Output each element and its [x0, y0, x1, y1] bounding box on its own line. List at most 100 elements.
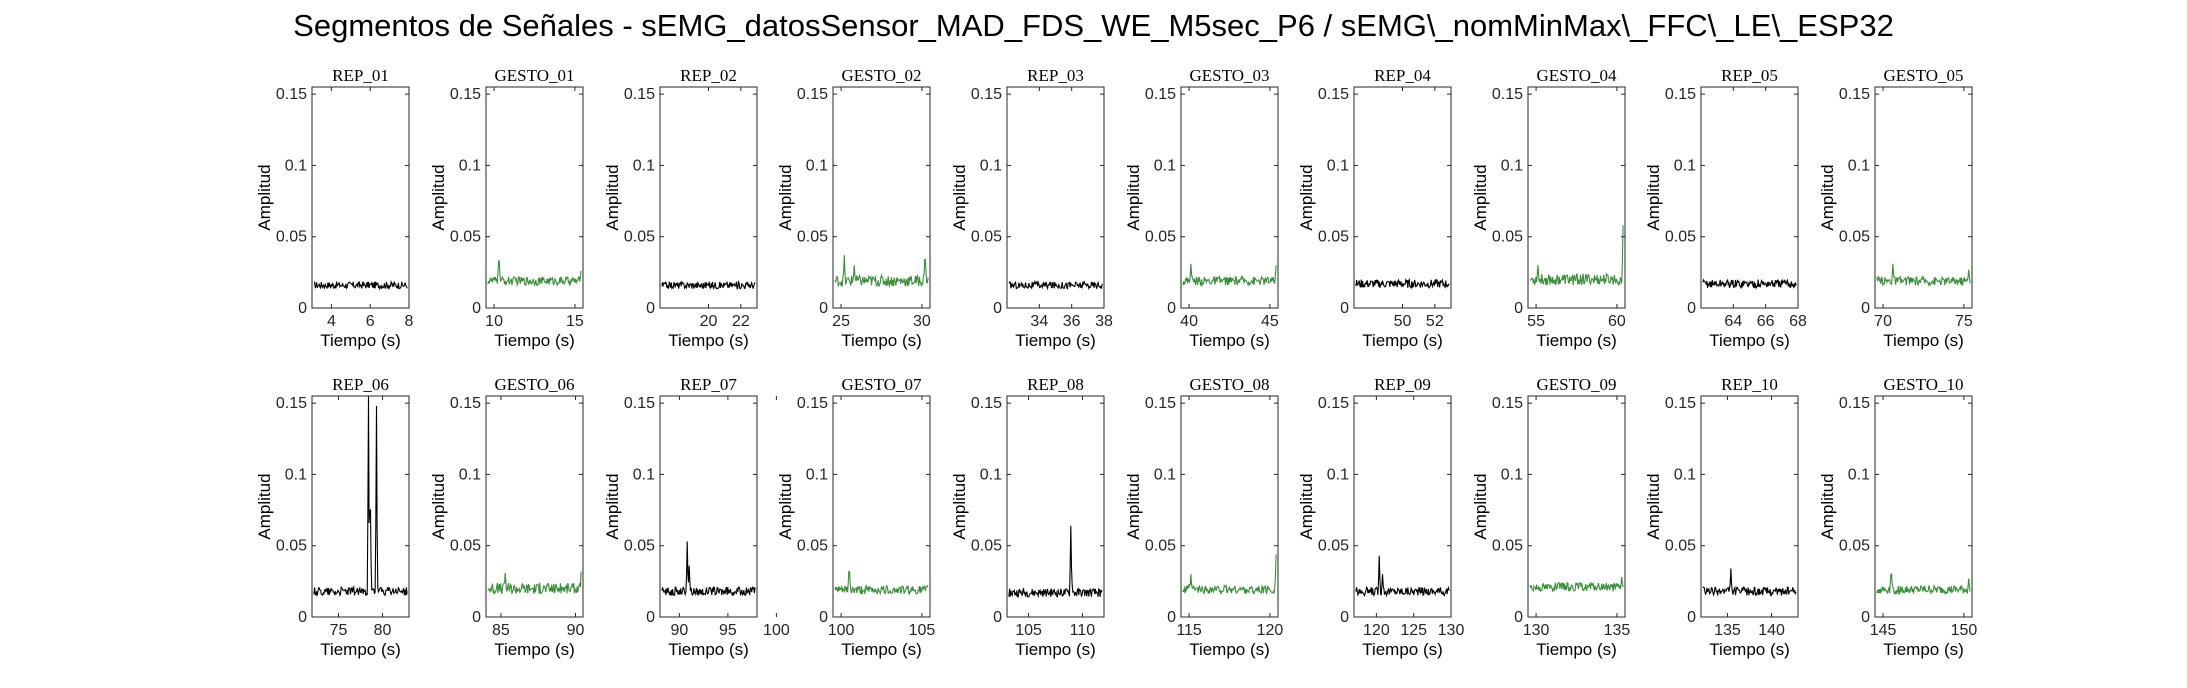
x-tick-label: 105: [1015, 622, 1042, 639]
x-tick-label: 40: [1180, 313, 1198, 330]
axes-box: [1006, 395, 1105, 618]
y-tick-label: 0: [1167, 609, 1176, 626]
y-tick-label: 0.05: [624, 538, 655, 555]
x-tick-label: 145: [1870, 622, 1897, 639]
x-axis-label: Tiempo (s): [1536, 331, 1617, 350]
x-tick-label: 100: [763, 622, 790, 639]
subplot-title: GESTO_10: [1884, 375, 1964, 394]
y-tick-label: 0.05: [797, 538, 828, 555]
x-tick-label: 36: [1063, 313, 1081, 330]
axes-box: [1353, 86, 1452, 309]
x-axis-label: Tiempo (s): [668, 331, 749, 350]
axes-box: [1353, 395, 1452, 618]
axes-box: [1180, 395, 1279, 618]
y-tick-label: 0.1: [1154, 466, 1176, 483]
subplot-title: REP_06: [332, 375, 389, 394]
x-tick-label: 68: [1789, 313, 1807, 330]
y-axis-label: Amplitud: [1818, 164, 1837, 230]
y-tick-label: 0.1: [459, 157, 481, 174]
y-tick-label: 0: [646, 609, 655, 626]
x-tick-label: 8: [405, 313, 414, 330]
subplot-gesto-09: 0 0.05 0.1 0.15 130 135 GESTO_09 Tiempo (s) Ampl…: [1471, 375, 1630, 659]
y-tick-label: 0.1: [980, 466, 1002, 483]
axes-box: [659, 395, 758, 618]
subplot-title: REP_01: [332, 66, 389, 85]
subplot-rep-03: 0 0.05 0.1 0.15 34 36 38 REP_03 Tiempo (s) Amplit…: [950, 66, 1113, 350]
y-tick-label: 0: [1340, 300, 1349, 317]
y-tick-label: 0.05: [450, 229, 481, 246]
subplot-rep-05: 0 0.05 0.1 0.15 64 66 68 REP_05 Tiempo (s) Amplit…: [1644, 66, 1807, 350]
x-axis-label: Tiempo (s): [841, 640, 922, 659]
subplot-title: REP_07: [680, 375, 737, 394]
subplot-title: REP_04: [1374, 66, 1431, 85]
y-tick-label: 0.1: [1848, 466, 1870, 483]
signal-line: [313, 396, 408, 597]
y-tick-label: 0: [1687, 300, 1696, 317]
x-tick-label: 95: [719, 622, 737, 639]
subplot-gesto-06: 0 0.05 0.1 0.15 85 90 GESTO_06 Tiempo (s) Amplit…: [429, 375, 585, 659]
x-tick-label: 135: [1714, 622, 1741, 639]
y-axis-label: Amplitud: [1471, 164, 1490, 230]
y-tick-label: 0.1: [980, 157, 1002, 174]
signal-line: [1355, 555, 1450, 598]
x-axis-label: Tiempo (s): [1536, 640, 1617, 659]
y-axis-label: Amplitud: [429, 473, 448, 539]
y-tick-label: 0.15: [276, 395, 307, 412]
x-tick-label: 50: [1394, 313, 1412, 330]
subplot-rep-06: 0 0.05 0.1 0.15 75 80 REP_06 Tiempo (s) Amplitud: [255, 375, 410, 659]
x-tick-label: 85: [492, 622, 510, 639]
x-tick-label: 45: [1261, 313, 1279, 330]
subplot-title: REP_09: [1374, 375, 1431, 394]
x-tick-label: 66: [1757, 313, 1775, 330]
signal-line: [313, 279, 408, 291]
x-tick-label: 34: [1030, 313, 1048, 330]
x-axis-label: Tiempo (s): [668, 640, 749, 659]
y-tick-label: 0: [472, 609, 481, 626]
x-axis-label: Tiempo (s): [494, 331, 575, 350]
y-tick-label: 0: [298, 300, 307, 317]
subplot-title: GESTO_02: [842, 66, 922, 85]
subplot-title: REP_05: [1721, 66, 1778, 85]
x-tick-label: 20: [700, 313, 718, 330]
x-tick-label: 115: [1176, 622, 1202, 639]
axes-box: [1527, 395, 1626, 618]
y-tick-label: 0.15: [1145, 86, 1176, 103]
axes-box: [485, 86, 584, 309]
y-tick-label: 0.05: [971, 229, 1002, 246]
y-axis-label: Amplitud: [603, 164, 622, 230]
axes-box: [832, 395, 931, 618]
signal-line: [1529, 225, 1624, 286]
x-tick-label: 105: [909, 622, 936, 639]
subplot-rep-10: 0 0.05 0.1 0.15 135 140 REP_10 Tiempo (s) Amplit…: [1644, 375, 1799, 659]
y-tick-label: 0.05: [1665, 229, 1696, 246]
x-tick-label: 120: [1363, 622, 1390, 639]
subplot-title: GESTO_01: [495, 66, 575, 85]
signal-line: [1876, 573, 1971, 596]
x-tick-label: 10: [485, 313, 503, 330]
subplot-gesto-02: 0 0.05 0.1 0.15 25 30 GESTO_02 Tiempo (s) Amplit…: [776, 66, 931, 350]
y-tick-label: 0.1: [1501, 157, 1523, 174]
y-tick-label: 0.05: [971, 538, 1002, 555]
y-tick-label: 0.15: [450, 395, 481, 412]
x-tick-label: 6: [366, 313, 375, 330]
y-axis-label: Amplitud: [255, 473, 274, 539]
x-tick-label: 90: [671, 622, 689, 639]
y-axis-label: Amplitud: [776, 164, 795, 230]
y-tick-label: 0.05: [1145, 538, 1176, 555]
y-tick-label: 0.05: [1839, 538, 1870, 555]
subplot-gesto-05: 0 0.05 0.1 0.15 70 75 GESTO_05 Tiempo (s) Amplit…: [1818, 66, 1973, 350]
x-axis-label: Tiempo (s): [320, 640, 401, 659]
subplot-title: GESTO_08: [1190, 375, 1270, 394]
signal-line: [1355, 277, 1450, 290]
axes-box: [1700, 395, 1799, 618]
y-tick-label: 0.05: [1839, 229, 1870, 246]
x-axis-label: Tiempo (s): [1883, 640, 1964, 659]
y-tick-label: 0.15: [1318, 86, 1349, 103]
y-tick-label: 0.15: [1839, 86, 1870, 103]
signal-line: [487, 260, 582, 288]
y-tick-label: 0.15: [1145, 395, 1176, 412]
y-tick-label: 0.05: [797, 229, 828, 246]
x-tick-label: 150: [1951, 622, 1978, 639]
y-tick-label: 0: [1514, 609, 1523, 626]
signal-line: [1702, 568, 1797, 597]
